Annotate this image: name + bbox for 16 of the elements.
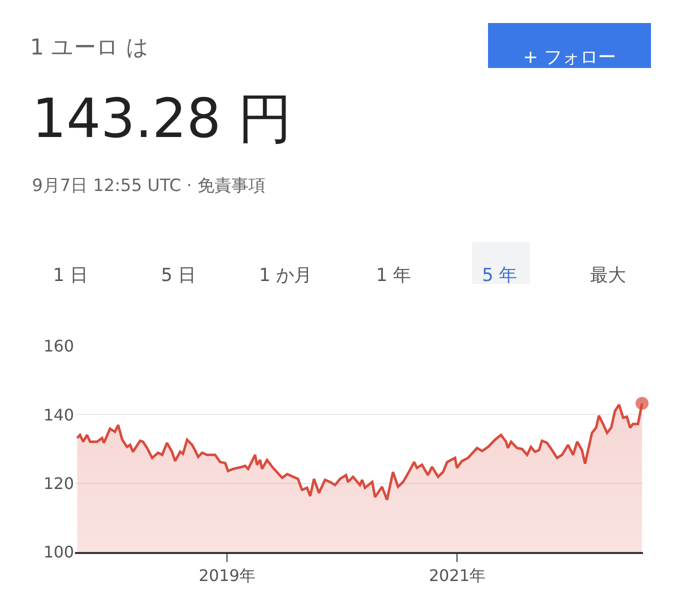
text: 1 日 xyxy=(53,265,88,286)
text: 5 年 xyxy=(482,265,518,286)
chart-subtitle: 143.28 円 xyxy=(32,87,292,150)
y-tick-label: 100 xyxy=(43,542,74,562)
text: 5 日 xyxy=(161,265,196,286)
text: 9月7日 12:55 UTC · 免責事項 xyxy=(32,176,266,196)
chart-title: 1 ユーロ は xyxy=(30,36,149,61)
text: 1 か月 xyxy=(259,265,312,286)
y-tick-label: 140 xyxy=(43,405,74,424)
y-tick-label: 160 xyxy=(43,336,74,356)
text: 最大 xyxy=(590,265,626,286)
x-tick-label: 2021年 xyxy=(428,566,486,586)
text: + フォロー xyxy=(523,47,616,68)
x-tick-label: 2019年 xyxy=(198,566,256,586)
text: 1 年 xyxy=(376,265,412,286)
y-tick-label: 120 xyxy=(43,474,74,493)
